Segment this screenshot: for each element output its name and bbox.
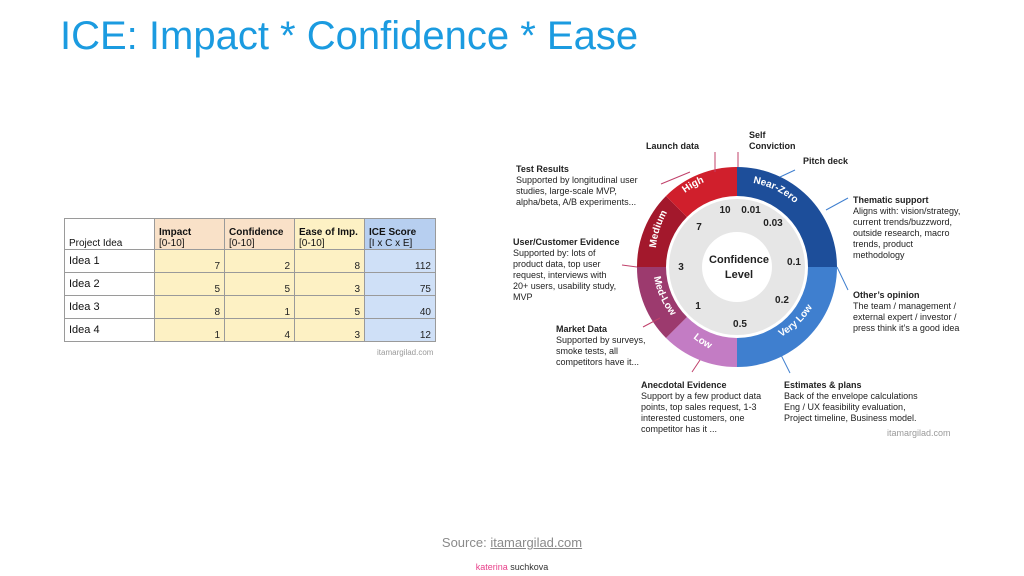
annotation-self-conviction: Self Conviction bbox=[749, 130, 809, 152]
page-title: ICE: Impact * Confidence * Ease bbox=[60, 14, 639, 58]
header-confidence-range: [0-10] bbox=[229, 238, 255, 249]
table-row: Idea 1 7 2 8 112 bbox=[64, 249, 436, 273]
segment-low bbox=[666, 317, 737, 368]
header-ice-score-formula: [I x C x E] bbox=[369, 238, 413, 249]
segment-medium bbox=[636, 196, 687, 267]
value-0-03: 0.03 bbox=[763, 218, 783, 229]
annotation-text: Supported by: lots of product data, top … bbox=[513, 248, 617, 302]
source-link[interactable]: itamargilad.com bbox=[490, 535, 583, 550]
value-0-2: 0.2 bbox=[775, 295, 789, 306]
table-watermark: itamargilad.com bbox=[377, 348, 434, 357]
value-0-01: 0.01 bbox=[741, 205, 761, 216]
pointer-line-pitch-deck bbox=[779, 169, 796, 178]
annotation-others-opinion: Other’s opinion The team / management / … bbox=[853, 290, 961, 334]
annotation-anecdotal-evidence: Anecdotal Evidence Support by a few prod… bbox=[641, 380, 769, 435]
header-project-idea: Project Idea bbox=[64, 218, 155, 250]
annotation-title: Estimates & plans bbox=[784, 380, 862, 390]
annotation-text: Supported by surveys, smoke tests, all c… bbox=[556, 335, 646, 367]
row-impact: 5 bbox=[154, 272, 225, 296]
annotation-title: Market Data bbox=[556, 324, 608, 334]
value-0-5: 0.5 bbox=[733, 319, 747, 330]
row-idea-name: Idea 4 bbox=[64, 318, 155, 342]
pointer-line-anecdotal bbox=[691, 359, 701, 373]
center-disc bbox=[702, 232, 772, 302]
annotation-launch-data: Launch data bbox=[646, 141, 726, 152]
annotation-market-data: Market Data Supported by surveys, smoke … bbox=[556, 324, 648, 368]
source-line: Source: itamargilad.com bbox=[0, 535, 1024, 550]
annotation-title: Self Conviction bbox=[749, 130, 796, 151]
pointer-line-others-opinion bbox=[836, 266, 849, 291]
pointer-line-user-evidence bbox=[621, 264, 638, 268]
annotation-user-customer-evidence: User/Customer Evidence Supported by: lot… bbox=[513, 237, 623, 303]
row-ice-score: 75 bbox=[364, 272, 436, 296]
pointer-line-test-results bbox=[660, 171, 691, 185]
row-ice-score: 112 bbox=[364, 249, 436, 273]
header-confidence-label: Confidence bbox=[229, 227, 284, 238]
row-impact: 8 bbox=[154, 295, 225, 319]
annotation-text: Back of the envelope calculations Eng / … bbox=[784, 391, 918, 423]
annotation-text: Support by a few product data points, to… bbox=[641, 391, 762, 434]
source-prefix: Source: bbox=[441, 535, 491, 550]
pointer-line-market-data bbox=[642, 317, 661, 328]
annotation-title: Thematic support bbox=[853, 195, 929, 205]
header-impact-range: [0-10] bbox=[159, 238, 185, 249]
row-idea-name: Idea 3 bbox=[64, 295, 155, 319]
center-label-top: Confidence bbox=[709, 254, 769, 266]
header-ease-range: [0-10] bbox=[299, 238, 325, 249]
row-ease: 8 bbox=[294, 249, 365, 273]
annotation-title: Test Results bbox=[516, 164, 569, 174]
header-ice-score: ICE Score [I x C x E] bbox=[364, 218, 436, 250]
annotation-title: Pitch deck bbox=[803, 156, 849, 166]
header-impact-label: Impact bbox=[159, 227, 192, 238]
row-impact: 1 bbox=[154, 318, 225, 342]
segment-very-low bbox=[737, 267, 837, 367]
header-confidence: Confidence [0-10] bbox=[224, 218, 295, 250]
table-row: Idea 2 5 5 3 75 bbox=[64, 272, 436, 296]
row-ice-score: 12 bbox=[364, 318, 436, 342]
annotation-text: The team / management / external expert … bbox=[853, 301, 960, 333]
value-3: 3 bbox=[678, 262, 684, 273]
row-confidence: 1 bbox=[224, 295, 295, 319]
annotation-title: Launch data bbox=[646, 141, 700, 151]
row-idea-name: Idea 2 bbox=[64, 272, 155, 296]
center-label-bottom: Level bbox=[725, 269, 753, 281]
row-ease: 3 bbox=[294, 272, 365, 296]
row-ease: 3 bbox=[294, 318, 365, 342]
annotation-pitch-deck: Pitch deck bbox=[803, 156, 883, 167]
value-10: 10 bbox=[719, 205, 731, 216]
header-ease-label: Ease of Imp. bbox=[299, 227, 358, 238]
annotation-title: User/Customer Evidence bbox=[513, 237, 620, 247]
value-1: 1 bbox=[695, 301, 701, 312]
row-confidence: 4 bbox=[224, 318, 295, 342]
annotation-text: Supported by longitudinal user studies, … bbox=[516, 175, 638, 207]
segment-near-zero bbox=[737, 167, 837, 267]
header-ice-score-label: ICE Score bbox=[369, 227, 417, 238]
annotation-title: Other’s opinion bbox=[853, 290, 920, 300]
value-0-1: 0.1 bbox=[787, 257, 801, 268]
brand-logo: katerina suchkova bbox=[0, 562, 1024, 572]
segment-high bbox=[666, 166, 737, 217]
annotation-thematic-support: Thematic support Aligns with: vision/str… bbox=[853, 195, 963, 261]
brand-first: katerina bbox=[475, 562, 508, 572]
table-header-row: Project Idea Impact [0-10] Confidence [0… bbox=[64, 218, 436, 250]
table-row: Idea 4 1 4 3 12 bbox=[64, 318, 436, 342]
segment-med-low bbox=[636, 267, 687, 338]
pointer-line-thematic bbox=[825, 197, 849, 211]
annotation-estimates-plans: Estimates & plans Back of the envelope c… bbox=[784, 380, 926, 424]
pointer-line-estimates bbox=[780, 354, 791, 374]
annotation-text: Aligns with: vision/strategy, current tr… bbox=[853, 206, 961, 260]
brand-last: suchkova bbox=[510, 562, 549, 572]
annotation-test-results: Test Results Supported by longitudinal u… bbox=[516, 164, 644, 208]
ice-score-table: Project Idea Impact [0-10] Confidence [0… bbox=[64, 218, 436, 342]
row-confidence: 2 bbox=[224, 249, 295, 273]
header-impact: Impact [0-10] bbox=[154, 218, 225, 250]
meter-watermark: itamargilad.com bbox=[887, 428, 951, 438]
value-7: 7 bbox=[696, 222, 702, 233]
row-confidence: 5 bbox=[224, 272, 295, 296]
annotation-title: Anecdotal Evidence bbox=[641, 380, 727, 390]
row-impact: 7 bbox=[154, 249, 225, 273]
